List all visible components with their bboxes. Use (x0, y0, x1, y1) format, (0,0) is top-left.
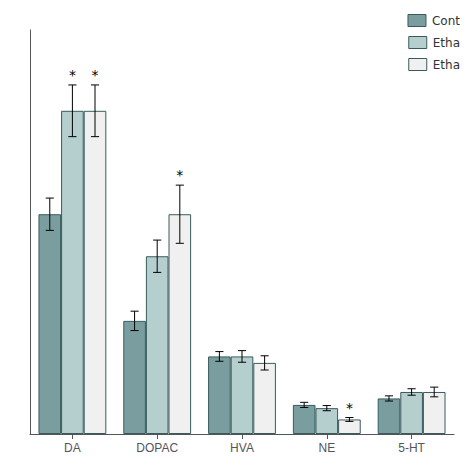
svg-text:*: * (346, 400, 353, 416)
svg-text:Etha: Etha (433, 36, 460, 50)
svg-text:5-HT: 5-HT (398, 441, 425, 455)
svg-text:HVA: HVA (230, 441, 254, 455)
svg-text:*: * (69, 67, 76, 83)
svg-text:*: * (92, 67, 99, 83)
svg-text:Etha: Etha (433, 58, 460, 72)
svg-text:*: * (176, 167, 183, 183)
svg-text:NE: NE (318, 441, 335, 455)
svg-text:DA: DA (64, 441, 81, 455)
svg-text:DOPAC: DOPAC (136, 441, 178, 455)
svg-text:Cont: Cont (432, 14, 460, 28)
